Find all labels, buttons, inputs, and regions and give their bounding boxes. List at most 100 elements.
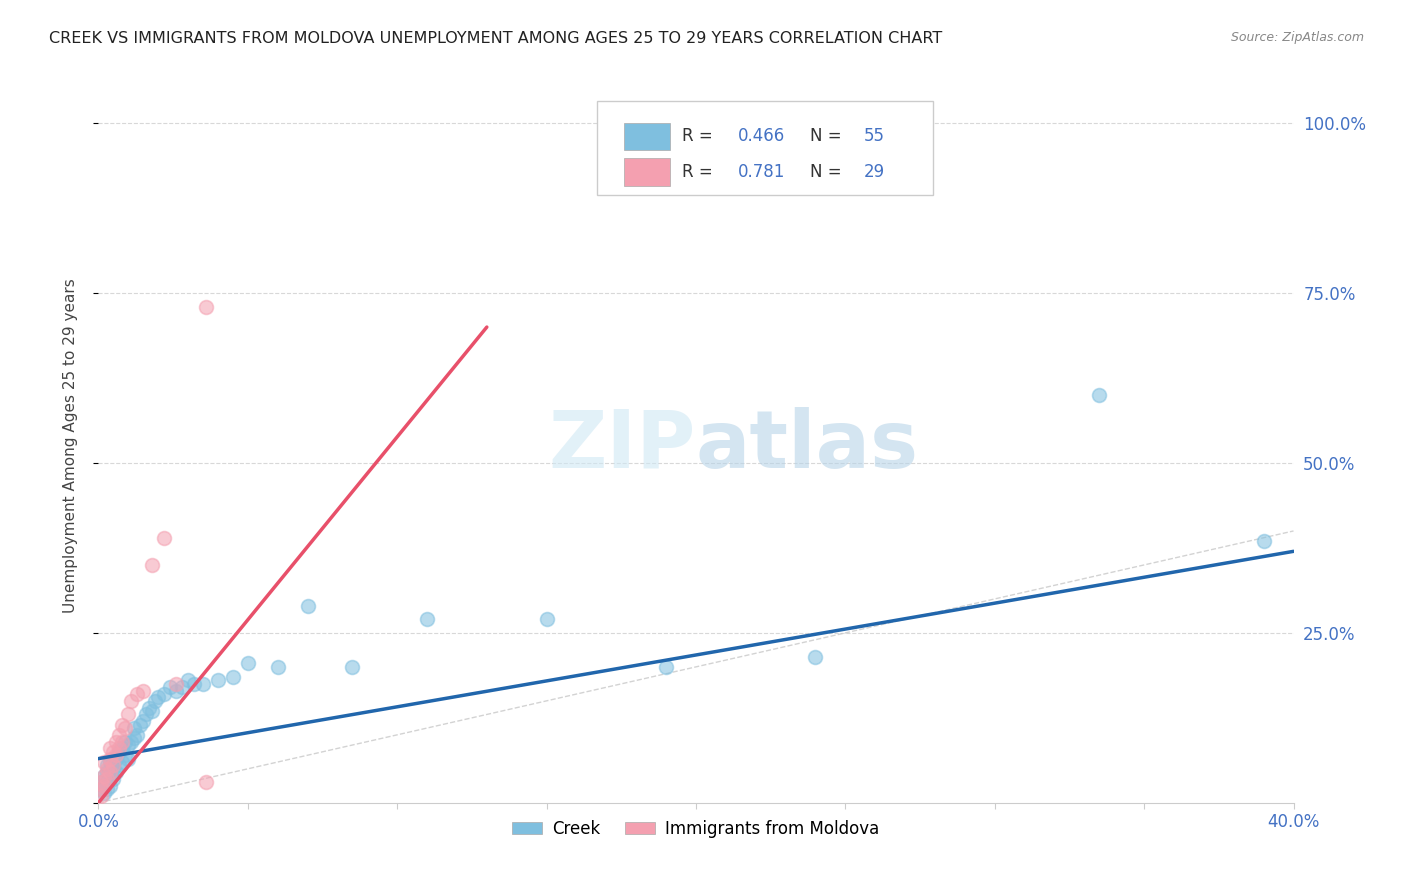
Point (117, 707, 139, 722)
Point (117, 738, 139, 752)
Point (172, 680, 194, 694)
Point (105, 765, 128, 780)
Point (148, 690, 170, 705)
Point (297, 599, 319, 613)
Point (132, 714, 155, 729)
Text: Source: ZipAtlas.com: Source: ZipAtlas.com (1230, 31, 1364, 45)
Point (655, 660, 678, 674)
Point (207, 673, 229, 688)
Point (120, 694, 142, 708)
Point (108, 758, 131, 772)
Point (90, 782, 112, 797)
Point (96, 758, 118, 772)
Point (90, 782, 112, 797)
Point (111, 741, 134, 756)
Point (103, 758, 125, 772)
Point (98, 741, 122, 756)
Point (153, 687, 176, 701)
Point (236, 657, 259, 671)
Text: 0.781: 0.781 (738, 163, 785, 181)
Point (129, 717, 152, 731)
Point (96, 765, 118, 780)
Point (114, 748, 136, 763)
Text: 0.466: 0.466 (738, 128, 785, 145)
Text: atlas: atlas (696, 407, 920, 485)
Point (536, 612, 558, 626)
Text: N =: N = (810, 128, 846, 145)
Point (105, 751, 128, 765)
Y-axis label: Unemployment Among Ages 25 to 29 years: Unemployment Among Ages 25 to 29 years (63, 278, 77, 614)
Point (135, 707, 157, 722)
Point (143, 694, 166, 708)
Point (1253, 534, 1275, 549)
Point (93, 779, 115, 793)
Text: 29: 29 (863, 163, 884, 181)
Point (96, 782, 118, 797)
Text: N =: N = (810, 163, 846, 181)
Point (222, 670, 245, 684)
FancyBboxPatch shape (624, 159, 669, 186)
Point (124, 721, 146, 735)
Text: CREEK VS IMMIGRANTS FROM MOLDOVA UNEMPLOYMENT AMONG AGES 25 TO 29 YEARS CORRELAT: CREEK VS IMMIGRANTS FROM MOLDOVA UNEMPLO… (49, 31, 942, 46)
Point (1088, 388, 1111, 402)
Point (177, 673, 200, 688)
Point (191, 677, 214, 691)
Point (93, 769, 115, 783)
Point (804, 649, 827, 664)
Point (141, 704, 163, 718)
Point (108, 745, 131, 759)
Point (159, 680, 181, 694)
Point (103, 745, 125, 759)
Point (165, 683, 187, 698)
Point (93, 769, 115, 783)
FancyBboxPatch shape (624, 123, 669, 150)
Point (93, 786, 115, 800)
Point (111, 755, 134, 769)
Text: R =: R = (682, 163, 717, 181)
Point (98, 779, 122, 793)
Point (103, 751, 125, 765)
Point (90, 775, 112, 789)
Legend: Creek, Immigrants from Moldova: Creek, Immigrants from Moldova (506, 814, 886, 845)
Text: R =: R = (682, 128, 717, 145)
Point (105, 734, 128, 748)
Point (114, 721, 136, 735)
Point (183, 677, 205, 691)
Point (114, 734, 136, 748)
Point (138, 700, 160, 714)
Point (267, 660, 290, 674)
Point (342, 660, 364, 674)
Point (120, 734, 142, 748)
Point (90, 789, 112, 803)
Point (93, 779, 115, 793)
Point (111, 734, 134, 748)
Point (98, 755, 122, 769)
Point (127, 687, 149, 701)
Point (103, 772, 125, 786)
Point (132, 683, 155, 698)
Point (195, 775, 218, 789)
Text: 55: 55 (863, 128, 884, 145)
Point (117, 751, 139, 765)
Point (96, 775, 118, 789)
Point (108, 741, 131, 756)
Point (98, 765, 122, 780)
Point (96, 772, 118, 786)
Point (153, 531, 176, 545)
Text: ZIP: ZIP (548, 407, 696, 485)
Point (416, 612, 439, 626)
FancyBboxPatch shape (596, 102, 932, 194)
Point (93, 755, 115, 769)
Point (90, 775, 112, 789)
Point (105, 748, 128, 763)
Point (124, 731, 146, 746)
Point (98, 751, 122, 765)
Point (103, 762, 125, 776)
Point (111, 717, 134, 731)
Point (108, 728, 131, 742)
Point (127, 728, 149, 742)
Point (98, 765, 122, 780)
Point (165, 677, 187, 691)
Point (195, 300, 218, 314)
Point (141, 558, 163, 572)
